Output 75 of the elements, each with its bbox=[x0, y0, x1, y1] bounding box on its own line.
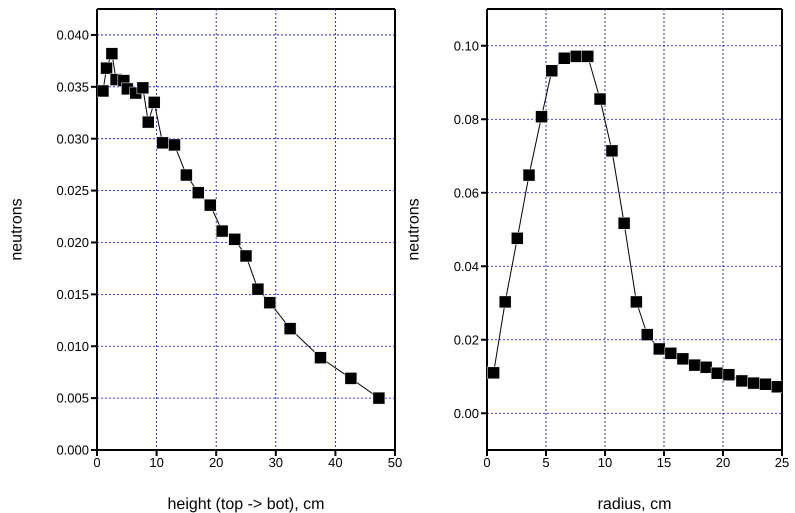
y-axis-title: neutrons bbox=[8, 198, 26, 261]
x-tick-label: 30 bbox=[268, 455, 284, 470]
point bbox=[314, 351, 327, 364]
point bbox=[710, 366, 724, 380]
y-tick-label: 0.030 bbox=[56, 131, 89, 146]
point bbox=[216, 224, 228, 238]
y-tick-label: 0.040 bbox=[56, 28, 89, 43]
point bbox=[700, 361, 712, 374]
point bbox=[100, 62, 113, 74]
point bbox=[558, 52, 571, 64]
y-tick-label: 0.08 bbox=[454, 112, 479, 127]
point bbox=[97, 84, 110, 98]
point bbox=[142, 116, 155, 128]
point bbox=[640, 328, 654, 341]
x-tick-label: 40 bbox=[328, 455, 343, 470]
x-tick-label: 10 bbox=[598, 455, 612, 470]
point bbox=[606, 144, 618, 158]
point bbox=[664, 347, 678, 360]
point bbox=[511, 232, 524, 245]
point bbox=[676, 352, 690, 366]
x-tick-label: 25 bbox=[774, 455, 790, 470]
y-tick-label: 0.04 bbox=[454, 258, 479, 274]
point bbox=[487, 366, 500, 380]
y-tick-label: 0.035 bbox=[56, 79, 89, 94]
point bbox=[535, 110, 548, 123]
point bbox=[736, 374, 748, 388]
point bbox=[204, 198, 216, 212]
point bbox=[582, 50, 594, 63]
x-tick-label: 5 bbox=[542, 455, 550, 470]
point bbox=[594, 92, 606, 106]
point bbox=[498, 296, 512, 308]
y-tick-label: 0.015 bbox=[56, 286, 89, 302]
y-tick-label: 0.06 bbox=[454, 185, 479, 200]
y-tick-label: 0.010 bbox=[56, 338, 89, 354]
point bbox=[546, 64, 558, 77]
point bbox=[570, 50, 582, 63]
point bbox=[180, 168, 193, 182]
point bbox=[252, 282, 264, 296]
point bbox=[372, 392, 386, 404]
y-tick-label: 0.02 bbox=[454, 332, 479, 348]
x-tick-label: 20 bbox=[208, 455, 224, 470]
point bbox=[618, 217, 630, 230]
x-axis-title: radius, cm bbox=[598, 496, 672, 513]
point bbox=[240, 250, 252, 262]
y-tick-label: 0.020 bbox=[56, 235, 89, 250]
x-tick-label: 15 bbox=[656, 455, 672, 470]
x-axis-title: height (top -> bot), cm bbox=[168, 496, 324, 513]
y-tick-label: 0.00 bbox=[454, 406, 479, 421]
y-tick-label: 0.005 bbox=[56, 390, 89, 406]
y-tick-label: 0.10 bbox=[454, 38, 479, 54]
point bbox=[192, 186, 205, 199]
point bbox=[106, 47, 118, 60]
point bbox=[688, 358, 701, 372]
point bbox=[722, 368, 736, 381]
y-axis-title: neutrons bbox=[406, 198, 423, 261]
x-tick-label: 0 bbox=[483, 455, 491, 470]
x-tick-label: 20 bbox=[716, 455, 730, 470]
point bbox=[148, 96, 160, 109]
point bbox=[156, 136, 169, 150]
y-tick-label: 0.000 bbox=[56, 442, 89, 458]
point bbox=[264, 296, 276, 309]
point bbox=[747, 376, 760, 390]
x-tick-label: 10 bbox=[149, 455, 164, 470]
point bbox=[344, 372, 358, 385]
point bbox=[653, 342, 666, 356]
point bbox=[284, 322, 296, 335]
point bbox=[136, 82, 150, 94]
x-tick-label: 0 bbox=[93, 455, 101, 470]
point bbox=[759, 378, 772, 390]
point bbox=[522, 168, 536, 182]
point bbox=[228, 233, 241, 246]
y-tick-label: 0.025 bbox=[56, 183, 89, 198]
point bbox=[168, 138, 181, 152]
x-tick-label: 50 bbox=[388, 455, 402, 470]
point bbox=[630, 296, 643, 308]
